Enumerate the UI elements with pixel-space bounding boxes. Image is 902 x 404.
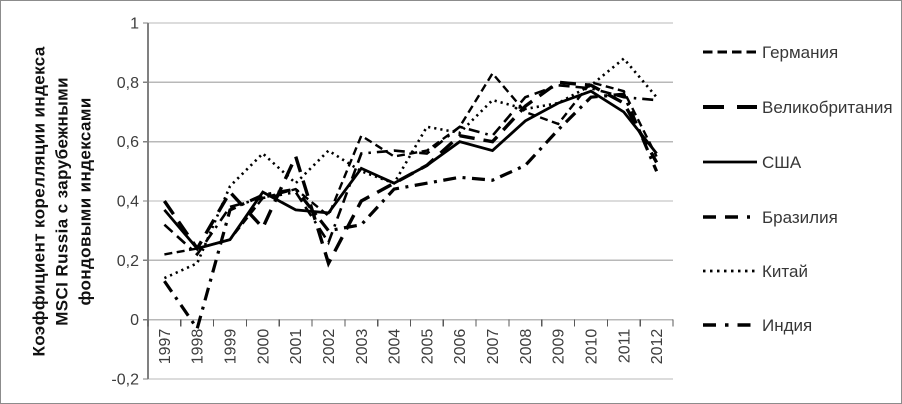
x-tick-label: 2010 xyxy=(584,329,601,365)
y-tick-label: -0,2 xyxy=(111,372,139,389)
x-tick-label: 1997 xyxy=(157,329,174,365)
y-tick-label: 0,4 xyxy=(117,194,139,211)
x-tick-label: 2000 xyxy=(255,329,272,365)
series-line-china xyxy=(163,56,658,280)
y-tick-label: 0,6 xyxy=(117,134,139,151)
x-tick-label: 2009 xyxy=(551,329,568,365)
x-tick-label: 2006 xyxy=(452,329,469,365)
y-tick-label: 0,8 xyxy=(117,75,139,92)
series-line-germany xyxy=(164,71,658,256)
x-tick-label: 2005 xyxy=(419,329,436,365)
y-tick-label: 0 xyxy=(130,312,139,329)
x-tick-label: 1998 xyxy=(190,329,207,365)
x-tick-label: 2001 xyxy=(288,329,305,365)
x-tick-label: 2004 xyxy=(387,329,404,365)
x-tick-label: 2003 xyxy=(354,329,371,365)
x-tick-label: 2007 xyxy=(485,329,502,365)
series-line-india xyxy=(163,92,659,333)
x-tick-label: 1999 xyxy=(223,329,240,365)
series-line-usa xyxy=(163,89,658,251)
x-tick-label: 2008 xyxy=(518,329,535,365)
y-tick-label: 1 xyxy=(130,16,139,33)
x-tick-label: 2002 xyxy=(321,329,338,365)
x-tick-label: 2012 xyxy=(649,329,666,365)
y-tick-label: 0,2 xyxy=(117,253,139,270)
x-tick-label: 2011 xyxy=(616,329,633,364)
